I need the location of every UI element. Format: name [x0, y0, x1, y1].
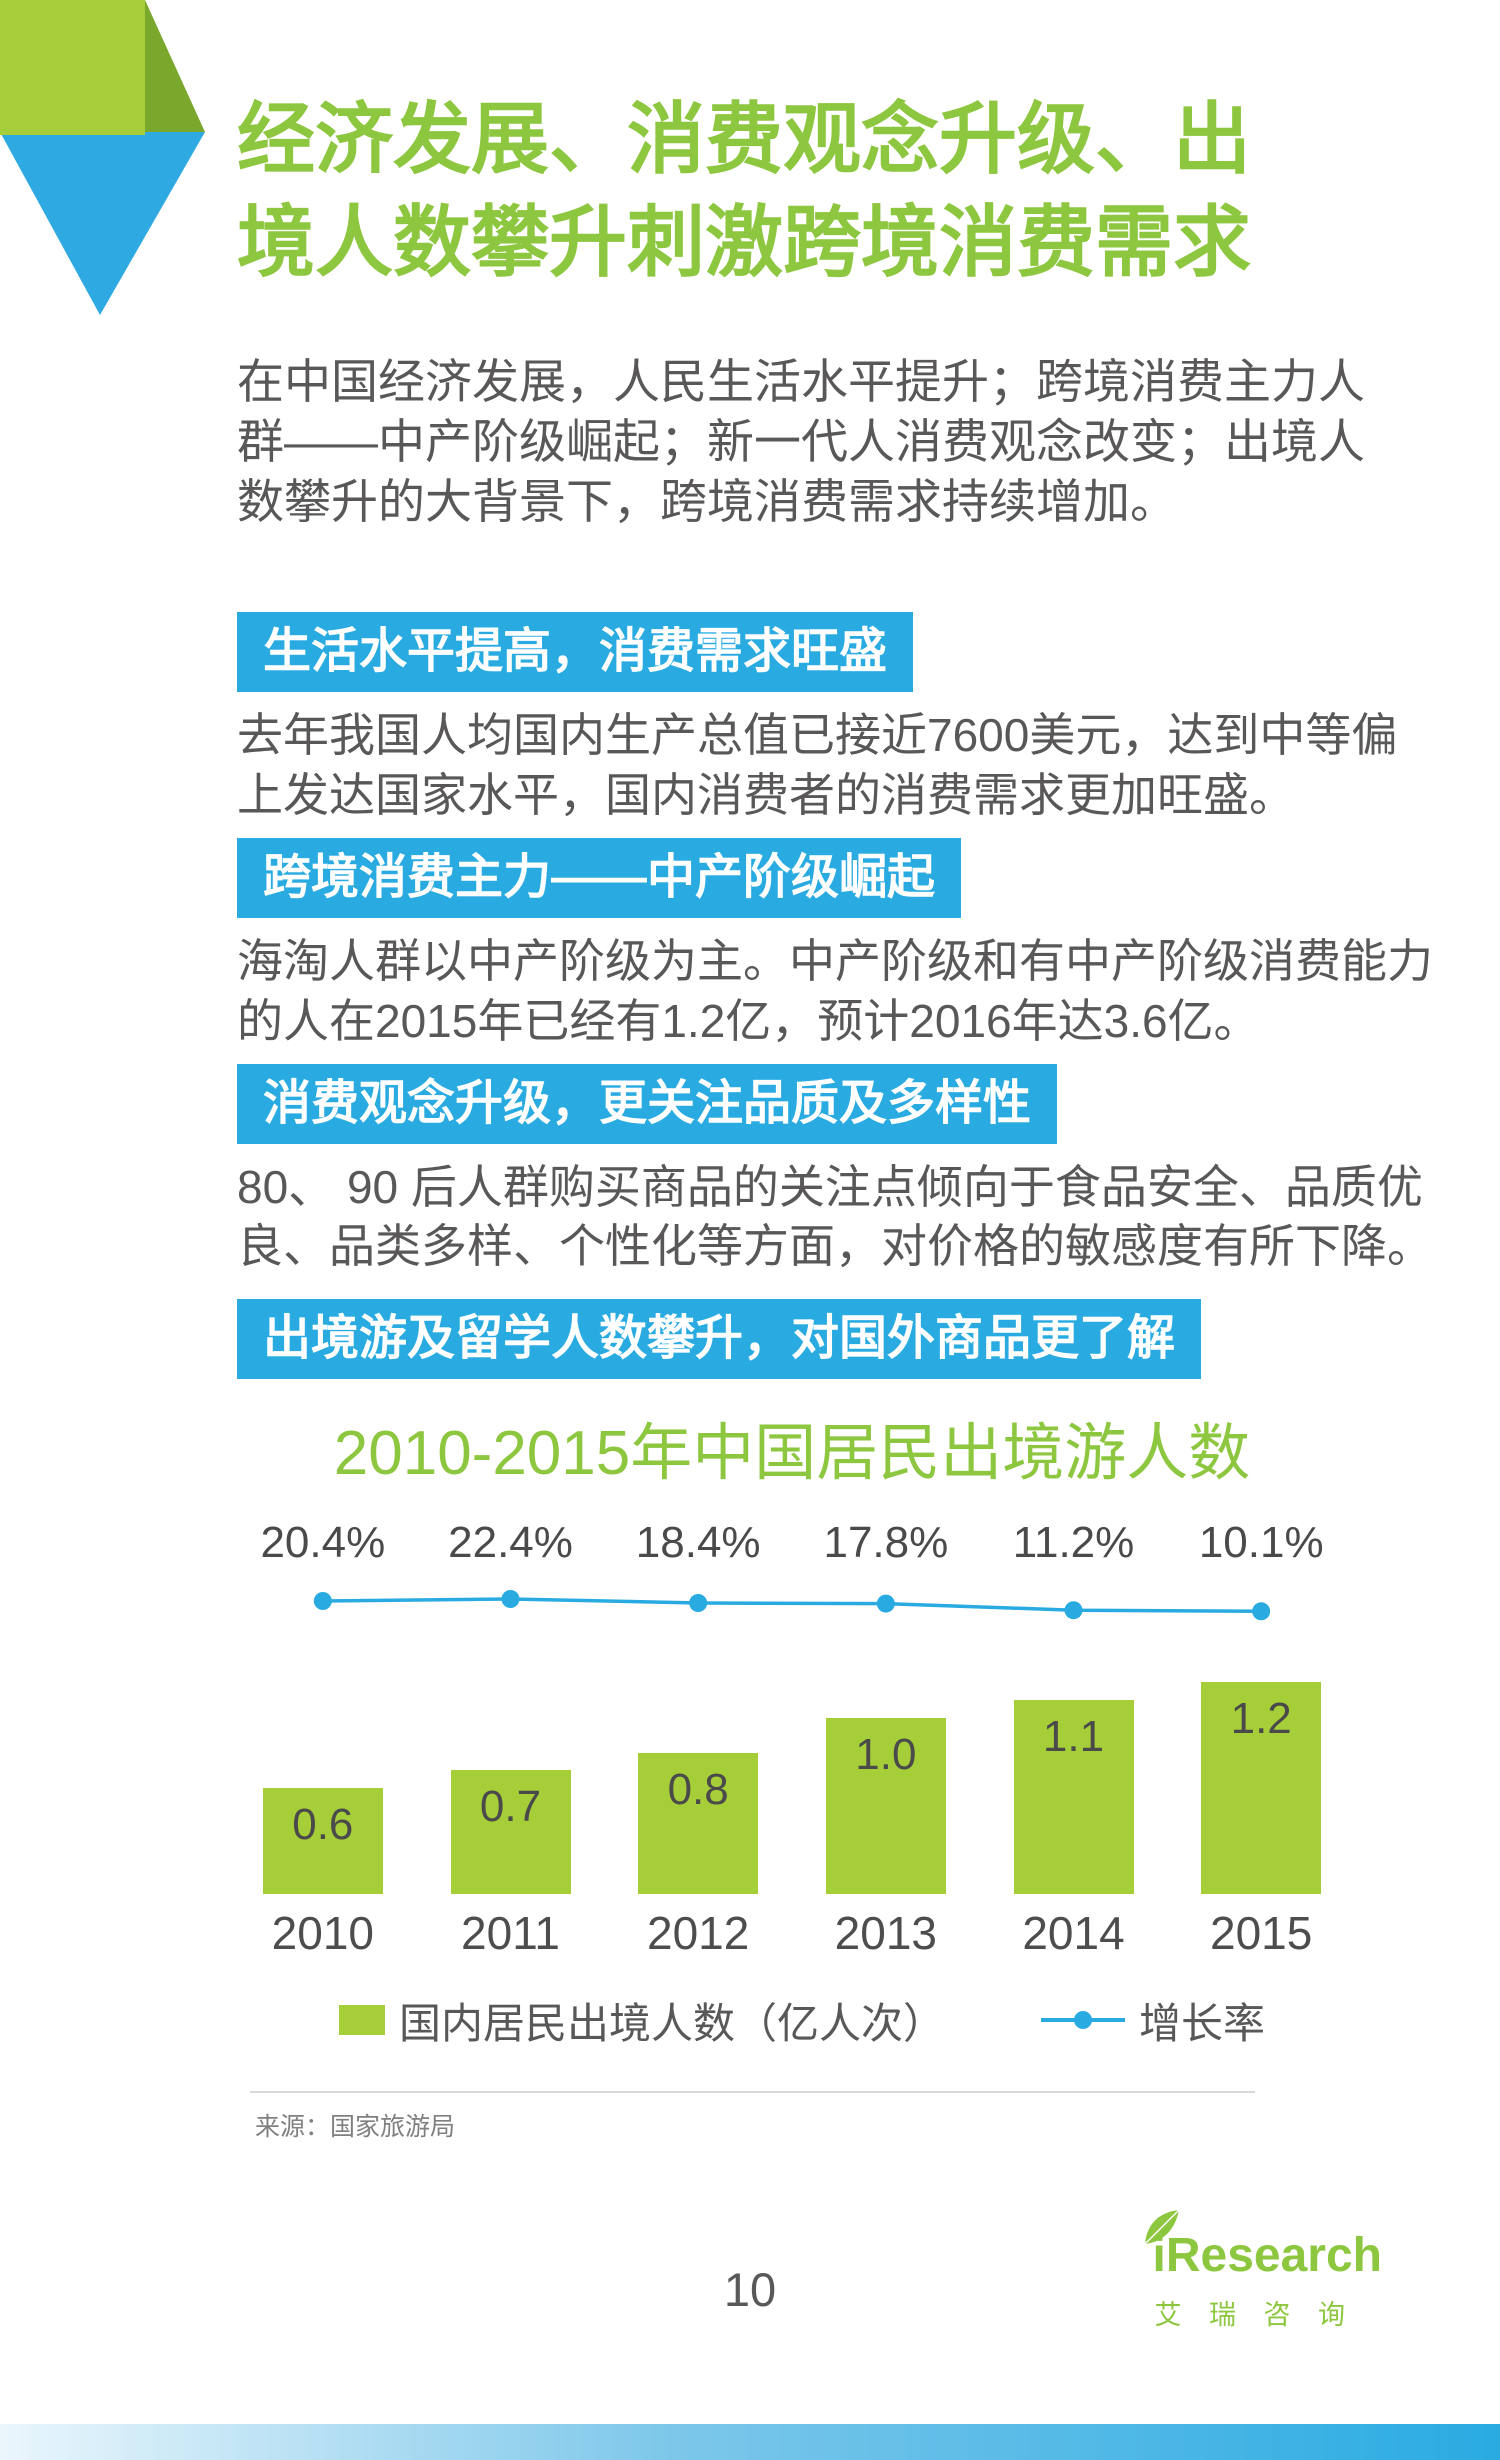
chart-legend: 国内居民出境人数（亿人次） 增长率: [229, 1990, 1355, 2051]
section-heading-banner: 消费观念升级，更关注品质及多样性: [237, 1063, 1058, 1144]
bars-row: 0.6 0.7 0.8 1.0 1.1 1.2: [229, 1649, 1355, 1894]
bar: 0.7: [450, 1770, 571, 1894]
section-living-standard: 生活水平提高，消费需求旺盛 去年我国人均国内生产总值已接近7600美元，达到中等…: [237, 612, 1398, 826]
section-body-line: 80、 90 后人群购买商品的关注点倾向于食品安全、品质优: [237, 1160, 1423, 1213]
bar: 0.8: [638, 1752, 759, 1894]
green-bar-swatch-icon: [339, 2005, 385, 2036]
green-square-shape: [0, 0, 145, 135]
page-number: 10: [723, 2263, 777, 2316]
year-label: 2015: [1210, 1906, 1313, 1959]
bottom-gradient-strip: [0, 2424, 1500, 2460]
year-label: 2012: [647, 1906, 750, 1959]
growth-point: [689, 1593, 708, 1612]
bar-cell: 0.6: [229, 1649, 417, 1894]
bar: 0.6: [262, 1788, 383, 1894]
section-body-line: 良、品类多样、个性化等方面，对价格的敏感度有所下降。: [237, 1220, 1433, 1273]
legend-item-bar-series: 国内居民出境人数（亿人次）: [339, 1990, 945, 2051]
outbound-travel-chart: 2010-2015年中国居民出境游人数 20.4% 22.4% 18.4% 17.8%…: [229, 1415, 1355, 2051]
bar-value-label: 1.1: [1042, 1712, 1105, 1762]
section-heading-banner: 出境游及留学人数攀升，对国外商品更了解: [237, 1299, 1202, 1380]
brand-text: iResearch: [1152, 2229, 1382, 2282]
growth-rate-labels-row: 20.4% 22.4% 18.4% 17.8% 11.2% 10.1%: [229, 1517, 1355, 1569]
year-label: 2014: [1022, 1906, 1125, 1959]
growth-point: [1252, 1601, 1271, 1620]
section-body: 去年我国人均国内生产总值已接近7600美元，达到中等偏 上发达国家水平，国内消费…: [237, 706, 1398, 826]
bar-cell: 0.8: [604, 1649, 792, 1894]
section-body-line: 海淘人群以中产阶级为主。中产阶级和有中产阶级消费能力: [237, 934, 1433, 987]
page-title-line: 境人数攀升刺激跨境消费需求: [237, 197, 1252, 286]
footer-divider: [250, 2090, 1255, 2093]
section-outbound-travel: 出境游及留学人数攀升，对国外商品更了解: [237, 1299, 1365, 1380]
content-column: 经济发展、消费观念升级、出 境人数攀升刺激跨境消费需求 在中国经济发展，人民生活…: [237, 0, 1433, 2143]
brand-chinese-text: 艾 瑞 咨 询: [1154, 2299, 1356, 2330]
source-note: 来源：国家旅游局: [255, 2112, 456, 2141]
blue-triangle-shape: [0, 132, 205, 315]
page-title-line: 经济发展、消费观念升级、出: [237, 95, 1252, 183]
bar-cell: 0.7: [417, 1649, 605, 1894]
intro-paragraph: 在中国经济发展，人民生活水平提升；跨境消费主力人 群——中产阶级崛起；新一代人消…: [237, 352, 1365, 532]
section-middle-class: 跨境消费主力——中产阶级崛起 海淘人群以中产阶级为主。中产阶级和有中产阶级消费能…: [237, 837, 1433, 1052]
growth-point: [313, 1591, 332, 1610]
bar: 1.1: [1013, 1700, 1134, 1894]
year-labels-row: 2010 2011 2012 2013 2014 2015: [229, 1906, 1355, 1960]
section-consumption-upgrade: 消费观念升级，更关注品质及多样性 80、 90 后人群购买商品的关注点倾向于食品…: [237, 1063, 1433, 1278]
bar-cell: 1.1: [980, 1649, 1168, 1894]
iresearch-logo: iResearch 艾 瑞 咨 询: [1143, 2209, 1382, 2332]
leaf-icon: [1143, 2209, 1180, 2245]
page-title: 经济发展、消费观念升级、出 境人数攀升刺激跨境消费需求: [237, 88, 1365, 294]
intro-line: 在中国经济发展，人民生活水平提升；跨境消费主力人: [237, 354, 1365, 408]
growth-rate-label: 11.2%: [1012, 1517, 1135, 1567]
bar-value-label: 1.0: [855, 1729, 917, 1779]
corner-ribbon-decoration: [0, 0, 205, 315]
bar: 1.2: [1201, 1682, 1322, 1894]
section-body: 80、 90 后人群购买商品的关注点倾向于食品安全、品质优 良、品类多样、个性化…: [237, 1158, 1433, 1278]
bar-cell: 1.0: [792, 1649, 980, 1894]
section-body-line: 的人在2015年已经有1.2亿，预计2016年达3.6亿。: [237, 994, 1260, 1047]
section-body-line: 上发达国家水平，国内消费者的消费需求更加旺盛。: [237, 769, 1295, 822]
year-label: 2010: [271, 1906, 374, 1959]
intro-line: 群——中产阶级崛起；新一代人消费观念改变；出境人: [237, 415, 1365, 469]
dark-green-triangle-shape: [145, 0, 205, 132]
growth-line-path: [322, 1596, 1262, 1613]
section-heading-banner: 跨境消费主力——中产阶级崛起: [237, 837, 962, 918]
growth-point: [1064, 1600, 1083, 1619]
blue-dot-icon: [1073, 2011, 1092, 2030]
section-body: 海淘人群以中产阶级为主。中产阶级和有中产阶级消费能力 的人在2015年已经有1.…: [237, 932, 1433, 1052]
growth-point: [501, 1589, 520, 1608]
section-body-line: 去年我国人均国内生产总值已接近7600美元，达到中等偏: [237, 709, 1398, 762]
growth-rate-label: 18.4%: [635, 1517, 761, 1567]
bar-value-label: 0.6: [292, 1800, 354, 1850]
section-heading-banner: 生活水平提高，消费需求旺盛: [237, 612, 914, 693]
chart-title: 2010-2015年中国居民出境游人数: [333, 1419, 1251, 1489]
growth-rate-label: 17.8%: [823, 1517, 949, 1567]
bar-cell: 1.2: [1167, 1649, 1355, 1894]
growth-rate-line: [313, 1589, 1271, 1620]
growth-rate-label: 22.4%: [448, 1517, 573, 1567]
legend-item-line-series: 增长率: [1040, 1990, 1265, 2051]
legend-label: 增长率: [1138, 1999, 1265, 2047]
blue-line-marker-icon: [1040, 2011, 1125, 2030]
bar-value-label: 0.7: [479, 1782, 542, 1832]
intro-line: 数攀升的大背景下，跨境消费需求持续增加。: [237, 475, 1177, 529]
year-label: 2013: [834, 1906, 938, 1959]
bar-value-label: 0.8: [667, 1764, 729, 1814]
legend-label: 国内居民出境人数（亿人次）: [399, 1999, 946, 2047]
year-label: 2011: [461, 1906, 560, 1959]
bar-value-label: 1.2: [1230, 1694, 1292, 1744]
growth-point: [876, 1594, 895, 1613]
bar: 1.0: [825, 1717, 946, 1894]
growth-rate-label: 20.4%: [260, 1517, 386, 1567]
growth-rate-label: 10.1%: [1198, 1517, 1324, 1567]
iresearch-wordmark: iResearch: [1143, 2209, 1382, 2283]
